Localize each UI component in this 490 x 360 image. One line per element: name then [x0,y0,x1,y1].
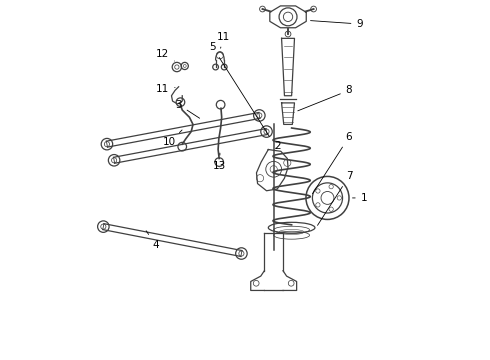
Text: 6: 6 [313,132,352,194]
Text: 2: 2 [274,141,281,151]
Text: 4: 4 [146,231,159,249]
Text: 10: 10 [163,130,182,147]
Text: 12: 12 [156,49,174,61]
Text: 8: 8 [298,85,352,111]
Text: 11: 11 [217,32,230,48]
Text: 11: 11 [156,84,175,94]
Text: 13: 13 [213,153,226,171]
Text: 7: 7 [318,171,352,225]
Text: 5: 5 [209,42,270,136]
Text: 9: 9 [311,19,363,29]
Text: 3: 3 [175,100,199,118]
Text: 1: 1 [352,193,368,203]
